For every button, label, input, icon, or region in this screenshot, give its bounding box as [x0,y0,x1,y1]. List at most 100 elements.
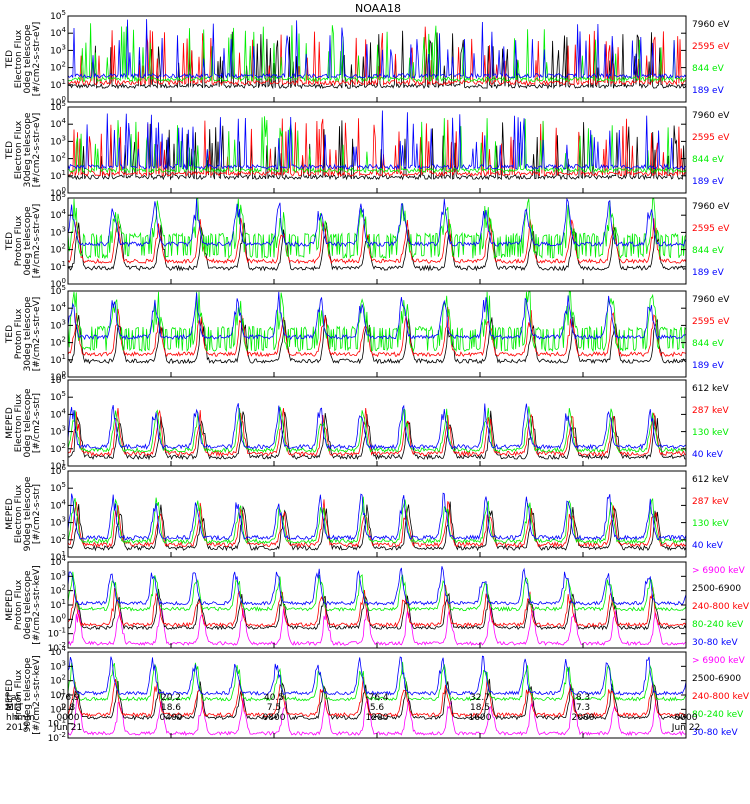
y-axis-label-line: TED [5,141,15,160]
y-axis-label-line: [#/cm2-s-str-eV] [32,204,42,279]
y-tick-label: 101 [50,260,66,273]
series-130-kev-line [68,496,686,545]
legend-entry: 189 eV [692,86,725,96]
x-tick-label: 1200 [366,713,389,723]
panel-meped-e-90: 101 102 103 104 105 106 MEPED Electron Flux 90de… [5,464,729,563]
series-30-80-kev-line [68,655,686,696]
x-axis-labels: Lat -76.9 20.2 40.5 -76.4 32.7 8.3 MLT 2.8 18.6 7.… [6,693,700,733]
y-axis-label-line: 0deg telescope [23,206,33,276]
y-tick-label: 102 [50,152,66,165]
series-40-kev-line [68,403,686,451]
y-tick-label: 100 [50,277,66,290]
series-2595-ev-line [68,217,686,265]
legend-entry: 40 keV [692,450,724,460]
legend-entry: 287 keV [692,497,729,507]
legend-entry: 844 eV [692,246,725,256]
y-tick-label: 100 [50,370,66,383]
y-tick-label: 102 [50,61,66,74]
legend-entry: 2595 eV [692,42,730,52]
x-tick-label: 2.8 [61,703,76,713]
series-7960-ev-line [68,314,686,365]
y-tick-label: 105 [50,390,66,403]
y-axis-label-line: MEPED [5,589,15,621]
series-240-800-kev-line [68,677,686,718]
legend-entry: > 6900 keV [692,656,746,666]
legend-entry: 240-800 keV [692,692,750,702]
x-tick-label: 8.3 [576,693,590,703]
legend-entry: 80-240 keV [692,620,744,630]
y-axis-label-line: Electron Flux [14,484,24,543]
y-axis-label-line: [#/cm2-s-str-keV] [32,655,42,734]
y-axis-label-line: TED [5,232,15,251]
legend-entry: 2595 eV [692,133,730,143]
x-row-label: MLT [6,703,24,713]
legend-entry: 189 eV [692,268,725,278]
y-axis-label-line: 30deg telescope [23,296,33,371]
legend-entry: 7960 eV [692,295,730,305]
y-axis-label-line: Electron Flux [14,393,24,452]
y-tick-label: 105 [50,191,66,204]
x-tick-label: 32.7 [470,693,490,703]
legend-entry: 2595 eV [692,317,730,327]
series-2500-6900-line [68,588,686,631]
y-tick-label: 102 [50,584,66,597]
y-tick-label: 103 [50,134,66,147]
x-tick-label: 0800 [263,713,286,723]
legend-entry: 7960 eV [692,202,730,212]
series-2500-6900-line [68,678,686,721]
legend-entry: 2500-6900 [692,584,741,594]
y-axis-label-line: Proton Flux [14,215,24,266]
x-tick-label: 0000 [675,713,698,723]
x-tick-label: 18.5 [470,703,490,713]
legend-entry: 30-80 keV [692,638,738,648]
y-tick-label: 101 [50,169,66,182]
y-tick-label: 101 [50,598,66,611]
y-axis-label-line: [#/cm2-s-str] [32,484,42,544]
x-tick-label: 2000 [572,713,595,723]
y-tick-label: 106 [50,464,66,477]
y-tick-label: 102 [50,243,66,256]
legend-entry: 189 eV [692,177,725,187]
plot-area [68,403,686,461]
panel-ted-e-0: 100 101 102 103 104 105 TED Electron Flux 0deg t… [5,9,730,108]
y-tick-label: 101 [50,353,66,366]
legend-entry: 30-80 keV [692,728,738,738]
legend-entry: 612 keV [692,384,729,394]
series-844-ev-line [68,116,686,174]
y-tick-label: 105 [50,284,66,297]
x-row-label: 2017 [6,723,29,733]
panel-ted-p-0: 100 101 102 103 104 105 TED Proton Flux 0deg tel… [5,191,730,290]
y-tick-label: 100 [50,95,66,108]
y-tick-label: 104 [50,407,66,420]
y-tick-label: 103 [50,569,66,582]
legend-entry: 130 keV [692,519,729,529]
series-130-kev-line [68,406,686,454]
y-tick-label: 106 [50,373,66,386]
legend-entry: 7960 eV [692,111,730,121]
series--6900-kev-line [68,604,686,647]
panel-frame [67,290,687,378]
series-612-kev-line [68,410,686,461]
y-tick-label: 103 [50,225,66,238]
series-80-240-kev-line [68,661,686,702]
x-tick-label: 1600 [469,713,492,723]
y-tick-label: 100 [50,186,66,199]
x-tick-label: 40.5 [264,693,284,703]
series-30-80-kev-line [68,566,686,606]
x-tick-label: 0400 [160,713,183,723]
legend-entry: 80-240 keV [692,710,744,720]
y-axis-label-line: 90deg telescope [23,476,33,551]
x-tick-label: 20.2 [161,693,181,703]
y-axis-label-line: [#/cm2-s-str-keV] [32,565,42,644]
x-tick-label: 5.6 [370,703,385,713]
x-tick-label: 0000 [57,713,80,723]
y-tick-label: 103 [50,659,66,672]
series-240-800-kev-line [68,584,686,628]
y-tick-label: 102 [50,674,66,687]
x-row-label: hhmm [6,713,35,723]
y-tick-label: 101 [50,688,66,701]
y-tick-label: 101 [50,78,66,91]
series-2595-ev-line [68,26,686,87]
